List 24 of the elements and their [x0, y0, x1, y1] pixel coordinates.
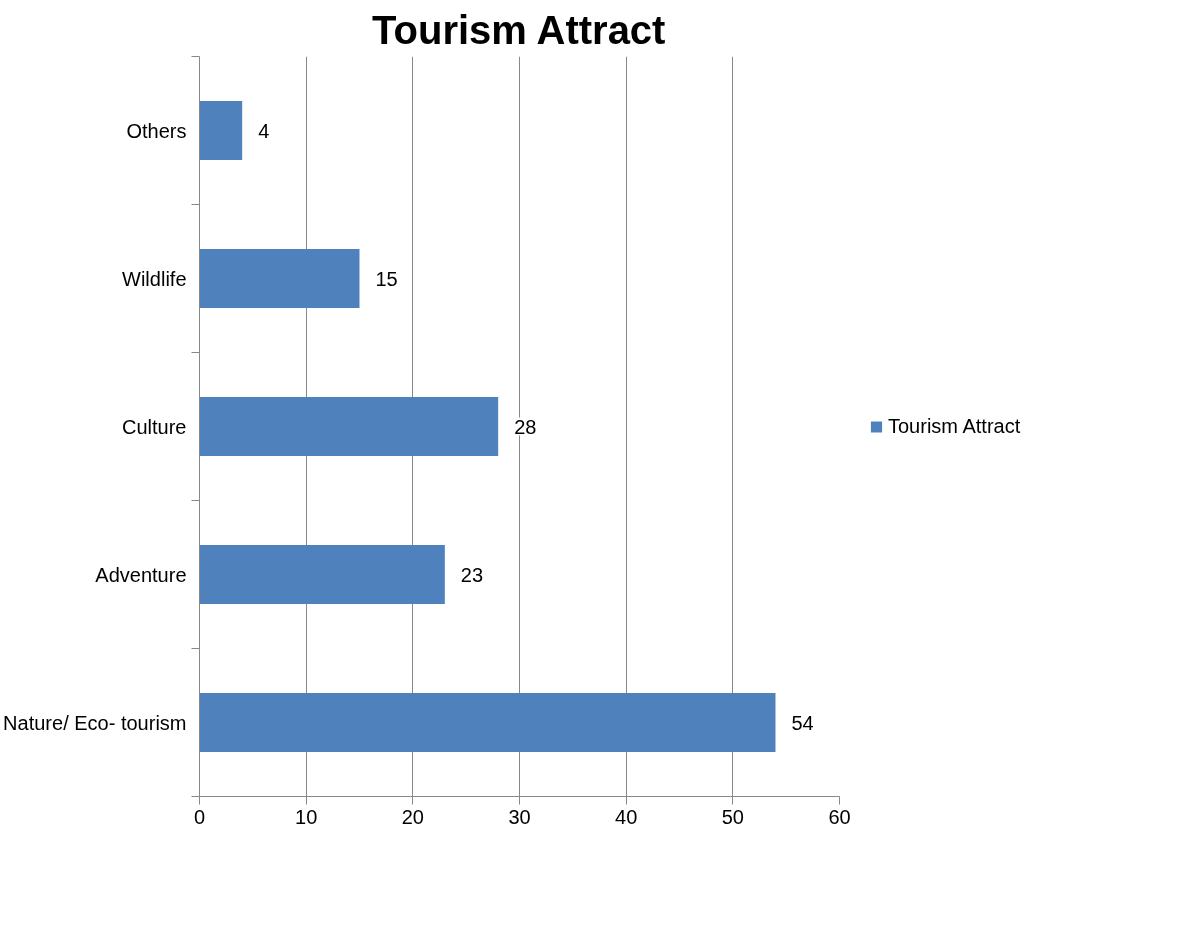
- data-label: 4: [258, 119, 270, 142]
- x-tick-label: 40: [615, 805, 638, 828]
- y-tick-label: Nature/ Eco- tourism: [3, 711, 187, 734]
- x-tick-label: 30: [508, 805, 531, 828]
- y-tick-label: Adventure: [95, 563, 187, 586]
- bar: [199, 692, 776, 753]
- chart-title: Tourism Attract: [372, 7, 666, 52]
- data-label: 23: [460, 563, 484, 586]
- bar: [199, 248, 360, 309]
- x-tick-label: 60: [828, 805, 851, 828]
- x-tick-label: 20: [401, 805, 424, 828]
- legend-label: Tourism Attract: [888, 414, 1021, 438]
- bar: [199, 100, 243, 161]
- bar: [199, 544, 445, 605]
- data-label: 54: [791, 711, 814, 734]
- bar: [199, 396, 499, 457]
- x-tick-label: 0: [193, 805, 206, 828]
- y-tick-label: Others: [126, 119, 187, 142]
- data-label: 28: [514, 415, 537, 438]
- data-label: 15: [375, 267, 398, 290]
- x-tick-label: 50: [721, 805, 744, 828]
- x-tick-label: 10: [295, 805, 318, 828]
- y-tick-label: Culture: [122, 415, 187, 438]
- y-tick-label: Wildlife: [122, 267, 187, 290]
